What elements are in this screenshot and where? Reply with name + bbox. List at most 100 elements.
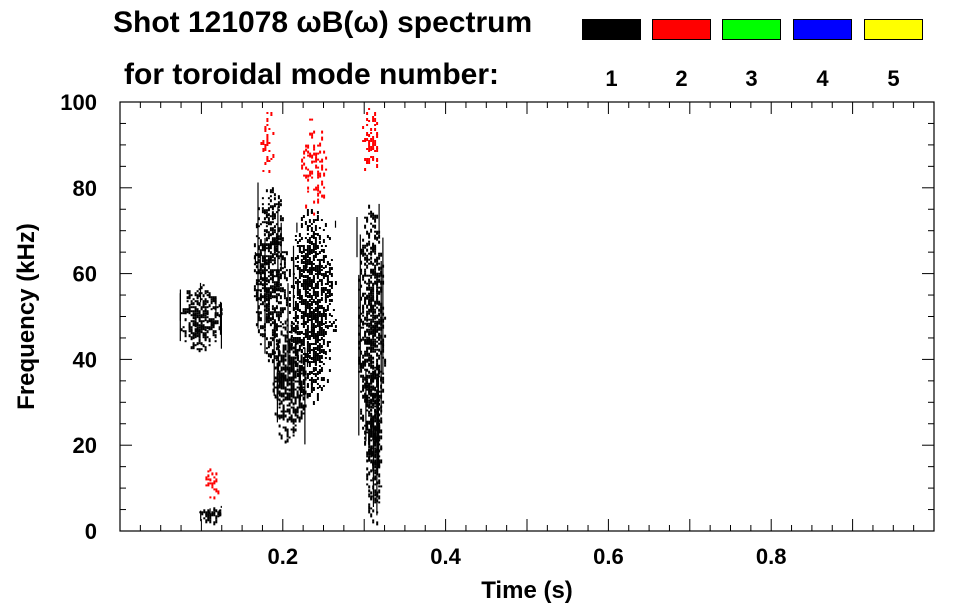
spectrum-cell xyxy=(310,335,313,337)
spectrum-cell xyxy=(303,174,306,177)
spectrum-cell xyxy=(372,332,375,335)
spectrum-cell xyxy=(261,197,264,200)
spectrum-cell xyxy=(204,314,207,317)
spectrum-cell xyxy=(204,298,207,303)
spectrum-cell xyxy=(300,315,303,318)
spectrum-cell xyxy=(320,283,323,286)
spectrum-cell xyxy=(314,325,317,328)
spectrum-cell xyxy=(317,184,320,187)
spectrum-cell xyxy=(320,307,323,309)
spectrum-cell xyxy=(318,333,321,336)
spectrum-cell xyxy=(257,271,260,275)
spectrum-cell xyxy=(279,307,282,312)
spectrum-cell xyxy=(275,245,278,248)
spectrum-cell xyxy=(376,214,379,219)
spectrum-cell xyxy=(376,306,379,309)
spectrum-cell xyxy=(275,333,278,338)
spectrum-cell xyxy=(214,334,217,337)
spectrum-cell xyxy=(315,186,318,191)
spectrum-cell xyxy=(253,287,256,292)
spectrum-cell xyxy=(309,170,312,175)
spectrum-cell xyxy=(312,299,315,302)
spectrum-cell xyxy=(280,386,283,390)
spectrum-cell xyxy=(370,280,373,284)
spectrum-cell xyxy=(378,302,381,306)
spectrum-cell xyxy=(284,346,287,351)
spectrum-cell xyxy=(288,398,291,401)
spectrum-cell xyxy=(308,371,311,373)
spectrum-cell xyxy=(200,298,203,301)
spectrum-cell xyxy=(285,277,288,282)
spectrum-cell xyxy=(278,382,281,387)
spectrum-cell xyxy=(370,350,373,353)
spectrum-cell xyxy=(378,308,381,312)
spectrum-cell xyxy=(275,311,278,314)
spectrum-cell xyxy=(324,313,327,317)
spectrum-cell xyxy=(294,428,297,432)
spectrum-cell xyxy=(259,241,262,245)
spectrum-cell xyxy=(280,380,283,384)
spectrum-cell xyxy=(306,349,309,352)
spectrum-cell xyxy=(282,394,285,398)
spectrum-cell xyxy=(374,280,377,285)
spectrum-cell xyxy=(263,211,266,215)
spectrum-cell xyxy=(366,380,369,384)
spectrum-cell xyxy=(296,257,299,259)
spectrum-cell xyxy=(267,223,270,226)
spectrum-cell xyxy=(294,346,297,351)
spectrum-cell xyxy=(320,321,323,324)
spectrum-cell xyxy=(308,363,311,367)
spectrum-cell xyxy=(271,305,274,308)
spectrum-cell xyxy=(372,140,375,142)
spectrum-cell xyxy=(275,281,278,285)
spectrum-cell xyxy=(316,295,319,297)
spectrum-cell xyxy=(376,393,379,397)
spectrum-cell xyxy=(384,334,387,338)
spectrum-cell xyxy=(319,160,322,163)
spectrum-cell xyxy=(318,329,321,333)
spectrum-cell xyxy=(294,349,297,353)
spectrum-streak xyxy=(382,237,384,374)
spectrum-cell xyxy=(362,338,365,341)
spectrum-cell xyxy=(316,349,319,351)
spectrum-cell xyxy=(311,170,314,175)
spectrum-cell xyxy=(279,289,282,293)
spectrum-cell xyxy=(326,291,329,294)
spectrum-cell xyxy=(292,350,295,354)
spectrum-cell xyxy=(277,241,280,246)
spectrum-cell xyxy=(306,303,309,305)
spectrum-cell xyxy=(362,274,365,279)
spectrum-cell xyxy=(273,229,276,232)
spectrum-cell xyxy=(188,334,191,338)
spectrum-cell xyxy=(278,352,281,357)
spectrum-cell xyxy=(279,273,282,277)
spectrum-cell xyxy=(312,317,315,320)
spectrum-cell xyxy=(302,391,305,393)
spectrum-cell xyxy=(290,368,293,373)
spectrum-cell xyxy=(300,245,303,247)
spectrum-cell xyxy=(312,235,315,238)
spectrum-cell xyxy=(300,372,303,375)
spectrum-cell xyxy=(378,286,381,289)
spectrum-cell xyxy=(330,299,333,302)
spectrum-cell xyxy=(302,398,305,401)
spectrum-cell xyxy=(372,142,375,146)
spectrum-cell xyxy=(255,299,258,302)
spectrum-cell xyxy=(368,278,371,283)
spectrum-cell xyxy=(282,412,285,417)
spectrum-cell xyxy=(304,309,307,313)
spectrum-cell xyxy=(290,406,293,409)
spectrum-cell xyxy=(307,186,310,190)
spectrum-cell xyxy=(210,298,213,301)
spectrum-cell xyxy=(366,477,369,481)
spectrum-cell xyxy=(286,392,289,395)
spectrum-cell xyxy=(372,288,375,292)
spectrum-cell xyxy=(372,519,375,522)
spectrum-cell xyxy=(304,305,307,308)
spectrum-cell xyxy=(302,261,305,264)
y-tick-label: 0 xyxy=(85,519,97,544)
spectrum-cell xyxy=(366,218,369,223)
spectrum-cell xyxy=(372,380,375,383)
spectrum-cell xyxy=(378,256,381,260)
spectrum-cell xyxy=(300,317,303,319)
